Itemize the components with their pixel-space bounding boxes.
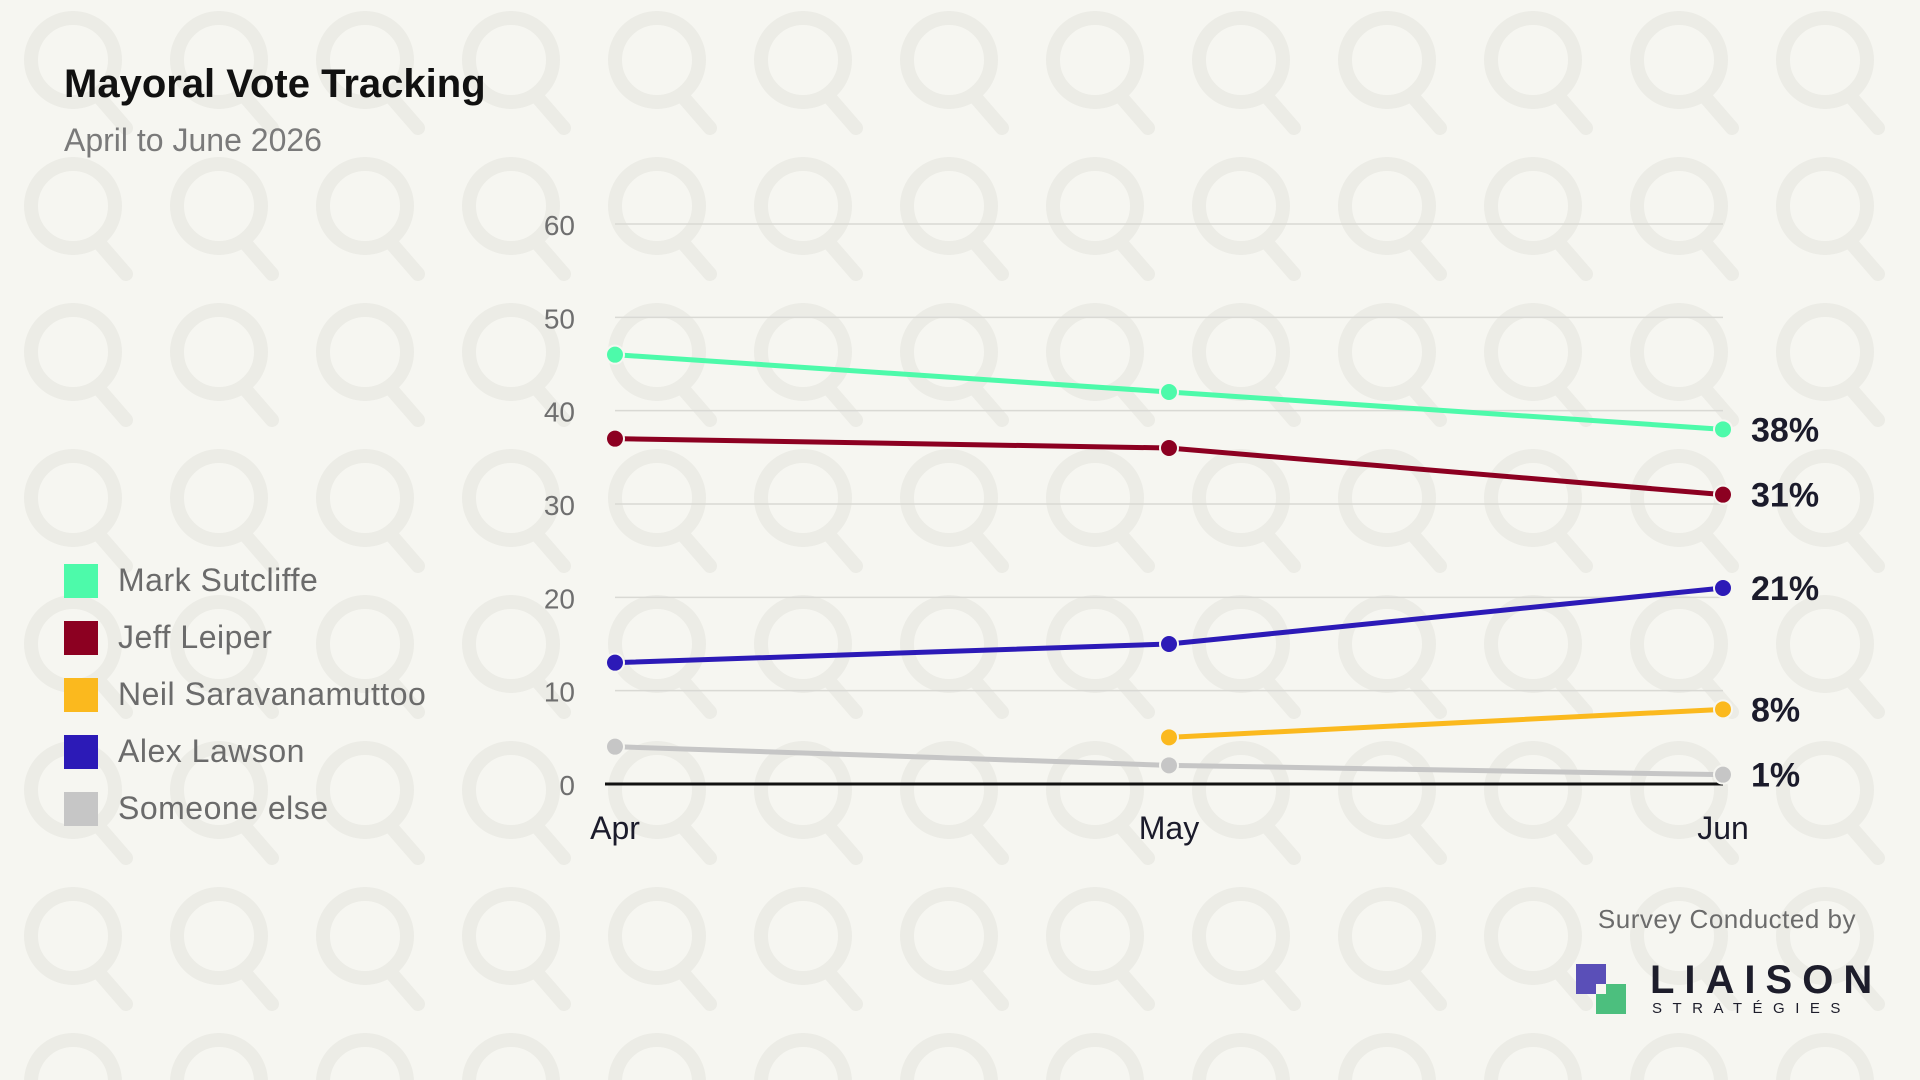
y-tick-label: 10	[544, 677, 575, 708]
y-tick-label: 0	[559, 770, 575, 801]
data-point-mark-sutcliffe	[1713, 419, 1733, 440]
data-point-someone-else	[605, 736, 625, 757]
data-point-alex-lawson	[605, 652, 625, 673]
x-tick-label: Jun	[1697, 810, 1749, 846]
liaison-logo: LIAISON STRATÉGIES	[1574, 958, 1874, 1020]
y-tick-label: 60	[544, 210, 575, 241]
legend-label: Alex Lawson	[118, 733, 305, 769]
logo-mark-icon	[1576, 964, 1626, 1014]
legend-item-jeff-leiper: Jeff Leiper	[64, 609, 426, 666]
legend-label: Mark Sutcliffe	[118, 562, 319, 598]
data-point-neil-saravanamuttoo	[1159, 727, 1179, 748]
legend: Mark Sutcliffe Jeff Leiper Neil Saravanamu…	[64, 552, 426, 837]
y-tick-label: 50	[544, 303, 575, 334]
series-line-neil-saravanamuttoo	[1166, 706, 1726, 740]
data-point-mark-sutcliffe	[1159, 382, 1179, 402]
end-label-alex-lawson: 21%	[1751, 570, 1819, 608]
data-point-mark-sutcliffe	[605, 344, 625, 365]
data-point-jeff-leiper	[1713, 484, 1733, 505]
chart-title: Mayoral Vote Tracking	[64, 62, 486, 106]
legend-item-mark-sutcliffe: Mark Sutcliffe	[64, 552, 426, 609]
chart-subtitle: April to June 2026	[64, 122, 322, 158]
y-tick-label: 40	[544, 397, 575, 428]
legend-swatch	[64, 734, 98, 769]
x-tick-label: Apr	[590, 810, 640, 846]
legend-swatch	[64, 677, 98, 712]
survey-credit: Survey Conducted by	[1597, 904, 1856, 934]
legend-item-neil-saravanamuttoo: Neil Saravanamuttoo	[64, 666, 426, 723]
data-point-someone-else	[1713, 764, 1733, 785]
data-point-jeff-leiper	[1159, 438, 1179, 458]
data-point-jeff-leiper	[605, 428, 625, 449]
legend-label: Someone else	[118, 790, 329, 826]
y-tick-label: 20	[544, 583, 575, 614]
legend-item-alex-lawson: Alex Lawson	[64, 723, 426, 780]
end-label-mark-sutcliffe: 38%	[1751, 411, 1819, 449]
end-label-neil-saravanamuttoo: 8%	[1751, 691, 1800, 729]
legend-swatch	[64, 620, 98, 655]
data-point-alex-lawson	[1713, 578, 1733, 598]
x-tick-label: May	[1139, 810, 1199, 846]
logo-subtitle: STRATÉGIES	[1652, 1000, 1851, 1017]
y-tick-label: 30	[544, 490, 575, 521]
legend-label: Neil Saravanamuttoo	[118, 676, 427, 712]
data-point-someone-else	[1159, 755, 1179, 776]
data-point-alex-lawson	[1159, 634, 1179, 654]
end-label-someone-else: 1%	[1751, 757, 1800, 795]
legend-item-someone-else: Someone else	[64, 780, 426, 837]
legend-label: Jeff Leiper	[118, 619, 273, 655]
logo-name: LIAISON	[1650, 958, 1883, 1002]
legend-swatch	[64, 563, 98, 598]
legend-swatch	[64, 791, 98, 826]
end-label-jeff-leiper: 31%	[1751, 477, 1819, 515]
data-point-neil-saravanamuttoo	[1713, 699, 1733, 720]
